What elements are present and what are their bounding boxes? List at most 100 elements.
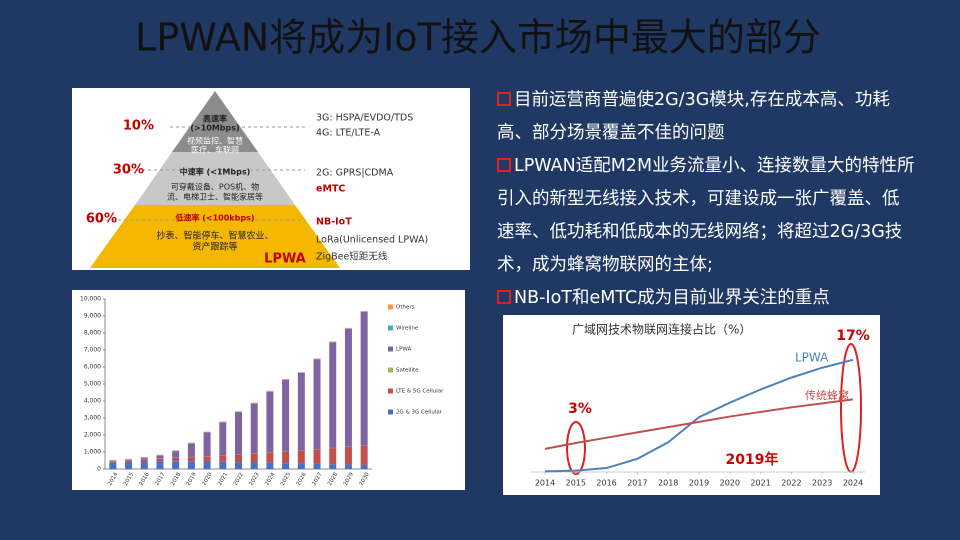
bar-segment: [250, 453, 258, 463]
share: 10%: [123, 119, 154, 134]
bar-segment: [329, 342, 337, 448]
level-name: 中速率 (<1Mbps): [180, 167, 251, 177]
bar-segment: [172, 451, 180, 458]
level-uses: 医疗、车联网: [191, 145, 239, 155]
level-uses: 可穿戴设备、POS机、物: [171, 182, 259, 192]
bar-segment: [235, 412, 242, 455]
bar-segment: [140, 459, 148, 462]
tech: 3G: HSPA/EVDO/TDS: [316, 113, 413, 124]
bar-segment: [125, 460, 133, 462]
legend-label: 2G & 3G Cellular: [396, 410, 443, 416]
bar-segment: [219, 422, 227, 456]
bar-segment: [172, 461, 180, 469]
legend-swatch: [388, 409, 393, 415]
bullet-text: 目前运营商普遍使2G/3G模块,存在成本高、功耗高、部分场景覆盖不佳的问题: [497, 90, 890, 143]
bar-segment: [235, 462, 242, 469]
bullet: LPWAN适配M2M业务流量小、连接数量大的特性所引入的新型无线接入技术，可建设…: [497, 150, 915, 282]
legend-label: LPWA: [396, 347, 412, 353]
bar-segment: [360, 311, 368, 446]
pyramid-top: [172, 91, 258, 152]
x-tick-label: 2014: [535, 479, 555, 488]
pyramid-tech: 3G: HSPA/EVDO/TDS 4G: LTE/LTE-A 2G: GPRS…: [316, 113, 428, 263]
bar-segment: [156, 455, 164, 459]
pyramid-shares: 10% 30% 60%: [86, 119, 154, 227]
y-tick-label: 3,000: [84, 415, 101, 422]
y-tick-label: 2,000: [84, 432, 101, 439]
bar-segment: [266, 391, 274, 453]
bar-segment: [344, 328, 352, 447]
legend-swatch: [388, 346, 393, 352]
legend-label: Wireline: [396, 326, 419, 332]
x-tick-label: 2020: [720, 479, 740, 488]
series-label: 传统蜂窝: [805, 388, 849, 402]
base-label: LPWA: [264, 252, 306, 267]
tech: ZigBee短距无线: [316, 251, 388, 263]
legend-swatch: [388, 367, 393, 373]
x-tick-label: 2024: [843, 479, 863, 488]
y-tick-label: 5,000: [84, 381, 101, 388]
y-tick-label: 0: [97, 466, 101, 473]
annotation: 2019年: [726, 451, 779, 468]
bar-segment: [266, 452, 274, 463]
chart-title: 广域网技术物联网连接占比（%）: [572, 322, 751, 337]
y-tick-label: 6,000: [84, 364, 101, 371]
bar-segment: [313, 449, 321, 464]
bar-segment: [360, 310, 368, 312]
legend-label: Satellite: [396, 368, 419, 374]
line-series: [544, 358, 854, 473]
bar-segment: [250, 403, 258, 454]
bar-segment: [187, 457, 195, 462]
level-uses: 流、电梯卫士、智能家居等: [167, 192, 263, 202]
bar-segment: [282, 463, 290, 469]
bar-segment: [266, 462, 274, 469]
line-series: [544, 398, 854, 450]
bar-segment: [140, 457, 148, 458]
tech: 4G: LTE/LTE-A: [316, 128, 381, 139]
level-name: 高速率: [203, 114, 227, 124]
level-name: 低速率 (<100kbps): [174, 213, 254, 223]
legend-label: LTE & 5G Cellular: [396, 389, 444, 395]
bar-segment: [329, 341, 337, 343]
pyramid-guides: [100, 126, 305, 221]
bar-segment: [187, 443, 195, 457]
tech: LoRa(Unlicensed LPWA): [316, 235, 428, 246]
bar-segment: [219, 455, 227, 462]
bar-segment: [235, 454, 242, 463]
bar-segment: [172, 450, 180, 451]
series-label: LPWA: [795, 351, 829, 365]
legend-swatch: [388, 304, 393, 310]
x-tick-label: 2023: [812, 479, 832, 488]
level-rate: (>10Mbps): [190, 124, 239, 133]
x-tick-label: 2021: [750, 479, 770, 488]
bar-segment: [282, 378, 290, 380]
level-uses: 视频监控、智慧: [187, 136, 243, 146]
legend-label: Others: [396, 305, 415, 311]
y-tick-label: 10,000: [80, 296, 101, 303]
bar-segment: [125, 459, 133, 461]
bar-segment: [125, 458, 133, 460]
bar-segment: [172, 457, 180, 462]
bullet-text: LPWAN适配M2M业务流量小、连接数量大的特性所引入的新型无线接入技术，可建设…: [497, 156, 915, 275]
bar-segment: [125, 461, 133, 469]
bullet: NB-IoT和eMTC成为目前业界关注的重点: [497, 282, 915, 315]
x-tick-label: 2022: [781, 479, 801, 488]
pyramid-text: 高速率 (>10Mbps) 视频监控、智慧 医疗、车联网 中速率 (<1Mbps…: [156, 114, 305, 267]
bar-segment: [344, 446, 352, 465]
bar-segment: [203, 431, 211, 433]
bar-segment: [219, 421, 227, 423]
bar-segment: [109, 462, 117, 469]
bar-segment: [360, 464, 368, 469]
bar-segment: [219, 461, 227, 469]
line-chart-panel: [503, 315, 880, 495]
pyramid-bottom: [90, 205, 340, 268]
bar-segment: [329, 464, 337, 469]
annotation: 3%: [568, 401, 592, 417]
bar-segment: [313, 358, 321, 360]
bar-segment: [344, 327, 352, 329]
bar-segment: [297, 372, 305, 451]
bullet: 目前运营商普遍使2G/3G模块,存在成本高、功耗高、部分场景覆盖不佳的问题: [497, 84, 915, 150]
bar-segment: [235, 411, 242, 412]
bar-segment: [203, 432, 211, 457]
x-tick-label: 2015: [566, 479, 586, 488]
